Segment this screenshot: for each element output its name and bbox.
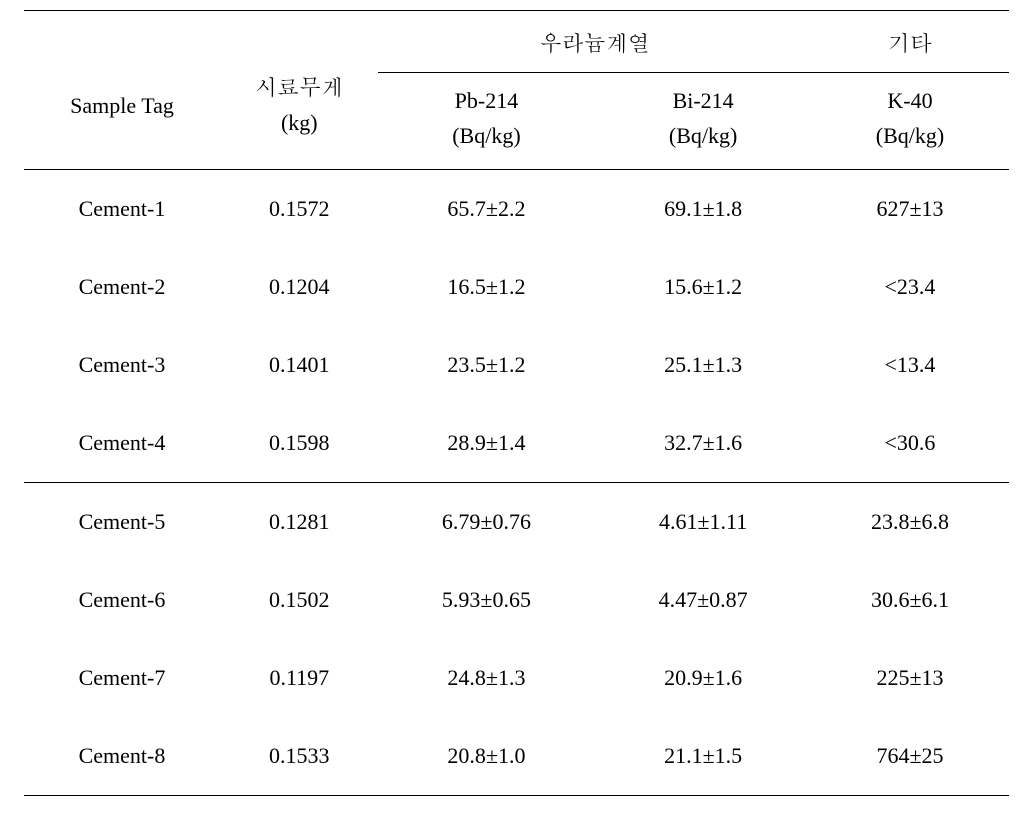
bi214-label-line1: Bi-214 — [673, 88, 734, 113]
cell-weight: 0.1281 — [221, 483, 379, 562]
pb214-label-line2: (Bq/kg) — [452, 123, 520, 148]
table-header: Sample Tag 시료무게 (kg) 우라늄계열 기타 Pb-214 (Bq… — [24, 11, 1009, 170]
radionuclide-table-container: Sample Tag 시료무게 (kg) 우라늄계열 기타 Pb-214 (Bq… — [24, 10, 1009, 796]
cell-pb214: 23.5±1.2 — [378, 326, 595, 404]
cell-k40: 225±13 — [811, 639, 1008, 717]
table-row: Cement-5 0.1281 6.79±0.76 4.61±1.11 23.8… — [24, 483, 1009, 562]
table-row: Cement-7 0.1197 24.8±1.3 20.9±1.6 225±13 — [24, 639, 1009, 717]
cell-pb214: 16.5±1.2 — [378, 248, 595, 326]
cell-weight: 0.1572 — [221, 170, 379, 249]
col-header-other-group: 기타 — [811, 11, 1008, 73]
cell-pb214: 5.93±0.65 — [378, 561, 595, 639]
table-row: Cement-3 0.1401 23.5±1.2 25.1±1.3 <13.4 — [24, 326, 1009, 404]
bi214-label-line2: (Bq/kg) — [669, 123, 737, 148]
cell-bi214: 69.1±1.8 — [595, 170, 812, 249]
weight-label-line2: (kg) — [281, 110, 318, 135]
cell-bi214: 21.1±1.5 — [595, 717, 812, 796]
cell-tag: Cement-2 — [24, 248, 221, 326]
cell-pb214: 6.79±0.76 — [378, 483, 595, 562]
cell-k40: <23.4 — [811, 248, 1008, 326]
sample-tag-label: Sample Tag — [70, 93, 174, 118]
cell-k40: <30.6 — [811, 404, 1008, 483]
col-header-sample-tag: Sample Tag — [24, 11, 221, 170]
cell-tag: Cement-5 — [24, 483, 221, 562]
cell-weight: 0.1598 — [221, 404, 379, 483]
table-row: Cement-6 0.1502 5.93±0.65 4.47±0.87 30.6… — [24, 561, 1009, 639]
cell-pb214: 28.9±1.4 — [378, 404, 595, 483]
table-row: Cement-1 0.1572 65.7±2.2 69.1±1.8 627±13 — [24, 170, 1009, 249]
cell-tag: Cement-8 — [24, 717, 221, 796]
other-group-label: 기타 — [888, 31, 932, 56]
cell-weight: 0.1197 — [221, 639, 379, 717]
cell-weight: 0.1502 — [221, 561, 379, 639]
radionuclide-table: Sample Tag 시료무게 (kg) 우라늄계열 기타 Pb-214 (Bq… — [24, 10, 1009, 796]
cell-k40: 764±25 — [811, 717, 1008, 796]
cell-bi214: 15.6±1.2 — [595, 248, 812, 326]
col-header-weight: 시료무게 (kg) — [221, 11, 379, 170]
uranium-group-label: 우라늄계열 — [540, 31, 650, 56]
cell-k40: 23.8±6.8 — [811, 483, 1008, 562]
cell-k40: 627±13 — [811, 170, 1008, 249]
table-row: Cement-2 0.1204 16.5±1.2 15.6±1.2 <23.4 — [24, 248, 1009, 326]
cell-bi214: 4.47±0.87 — [595, 561, 812, 639]
weight-label-line1: 시료무게 — [255, 75, 343, 100]
pb214-label-line1: Pb-214 — [455, 88, 519, 113]
cell-pb214: 20.8±1.0 — [378, 717, 595, 796]
cell-bi214: 4.61±1.11 — [595, 483, 812, 562]
cell-bi214: 32.7±1.6 — [595, 404, 812, 483]
header-row-top: Sample Tag 시료무게 (kg) 우라늄계열 기타 — [24, 11, 1009, 73]
col-header-uranium-group: 우라늄계열 — [378, 11, 811, 73]
cell-tag: Cement-6 — [24, 561, 221, 639]
cell-tag: Cement-3 — [24, 326, 221, 404]
cell-tag: Cement-7 — [24, 639, 221, 717]
col-header-bi214: Bi-214 (Bq/kg) — [595, 73, 812, 170]
cell-weight: 0.1204 — [221, 248, 379, 326]
k40-label-line2: (Bq/kg) — [876, 123, 944, 148]
cell-pb214: 65.7±2.2 — [378, 170, 595, 249]
cell-tag: Cement-4 — [24, 404, 221, 483]
cell-bi214: 25.1±1.3 — [595, 326, 812, 404]
cell-k40: <13.4 — [811, 326, 1008, 404]
col-header-pb214: Pb-214 (Bq/kg) — [378, 73, 595, 170]
k40-label-line1: K-40 — [887, 88, 932, 113]
cell-tag: Cement-1 — [24, 170, 221, 249]
table-body: Cement-1 0.1572 65.7±2.2 69.1±1.8 627±13… — [24, 170, 1009, 796]
cell-weight: 0.1533 — [221, 717, 379, 796]
table-row: Cement-4 0.1598 28.9±1.4 32.7±1.6 <30.6 — [24, 404, 1009, 483]
table-row: Cement-8 0.1533 20.8±1.0 21.1±1.5 764±25 — [24, 717, 1009, 796]
cell-weight: 0.1401 — [221, 326, 379, 404]
cell-bi214: 20.9±1.6 — [595, 639, 812, 717]
col-header-k40: K-40 (Bq/kg) — [811, 73, 1008, 170]
cell-pb214: 24.8±1.3 — [378, 639, 595, 717]
cell-k40: 30.6±6.1 — [811, 561, 1008, 639]
